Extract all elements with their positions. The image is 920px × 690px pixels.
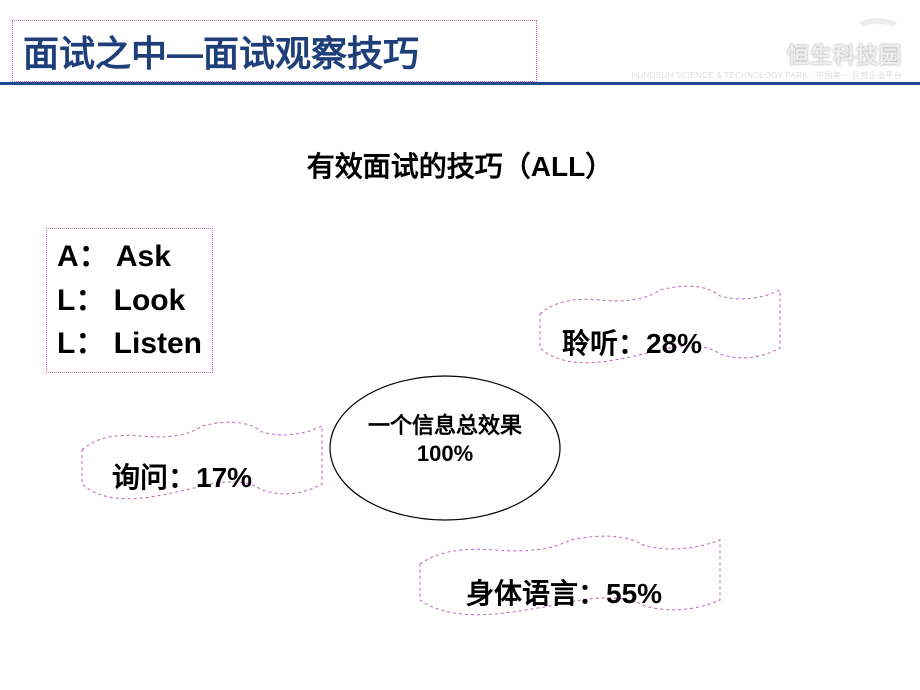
all-acronym-box: A： Ask L： Look L： Listen — [46, 228, 213, 373]
body-label: 身体语言： — [466, 578, 606, 609]
title-rule — [0, 82, 920, 85]
inquire-value: 17% — [196, 462, 252, 493]
slide-title: 面试之中—面试观察技巧 — [12, 20, 537, 82]
acronym-line-ask: A： Ask — [57, 235, 202, 279]
listen-value: 28% — [646, 328, 702, 359]
logo-brand: 恒生科技园 — [631, 38, 902, 70]
logo: 恒生科技园 HUNDSUN SCIENCE & TECHNOLOGY PARK … — [631, 18, 902, 81]
body-banner-text: 身体语言：55% — [466, 572, 662, 612]
total-effect-label: 一个信息总效果 100% — [320, 412, 570, 467]
logo-subtext: HUNDSUN SCIENCE & TECHNOLOGY PARK · 中国第一… — [631, 70, 902, 81]
listen-banner-text: 聆听：28% — [562, 322, 702, 362]
body-value: 55% — [606, 578, 662, 609]
total-effect-line1: 一个信息总效果 — [320, 412, 570, 440]
section-heading: 有效面试的技巧（ALL） — [0, 145, 920, 185]
acronym-line-look: L： Look — [57, 279, 202, 323]
slide-title-text: 面试之中—面试观察技巧 — [23, 25, 419, 77]
acronym-line-listen: L： Listen — [57, 322, 202, 366]
inquire-label: 询问： — [112, 462, 196, 493]
inquire-banner-text: 询问：17% — [112, 456, 252, 496]
total-effect-line2: 100% — [320, 440, 570, 468]
listen-label: 聆听： — [562, 328, 646, 359]
logo-arc-icon — [854, 18, 902, 42]
